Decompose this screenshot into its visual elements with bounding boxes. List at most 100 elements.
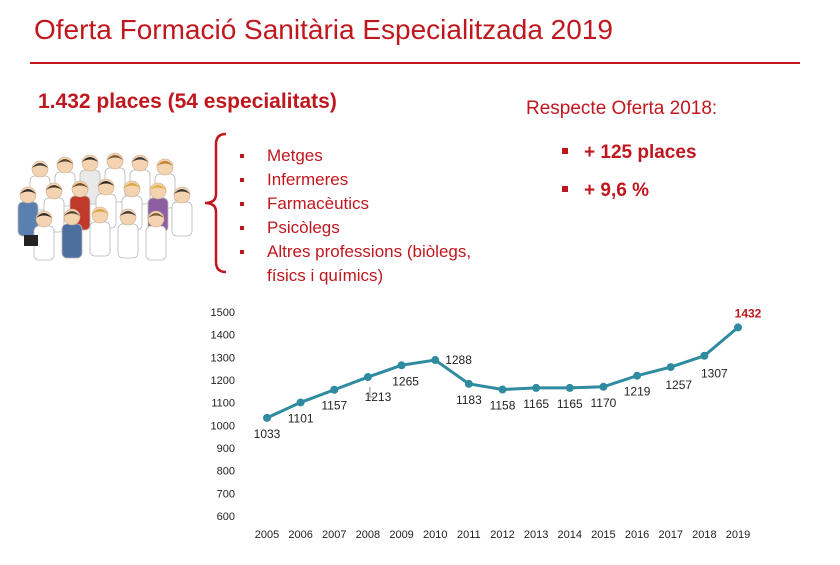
data-label: 1158 xyxy=(490,399,516,413)
profession-item: Metges xyxy=(236,144,471,168)
profession-item: Farmacèutics xyxy=(236,192,471,216)
data-point xyxy=(599,382,608,391)
x-tick-label: 2015 xyxy=(591,529,615,541)
data-label: 1257 xyxy=(665,378,692,392)
places-line-chart: 600 700 800 900 1000 1100 1200 1300 1400 1500 2005… xyxy=(211,306,762,541)
x-tick-label: 2019 xyxy=(726,529,750,541)
person-hair xyxy=(107,155,123,160)
y-tick-label: 700 xyxy=(217,488,235,500)
data-point xyxy=(363,373,372,382)
title-divider xyxy=(30,62,800,64)
data-label: 1183 xyxy=(456,393,482,407)
profession-item: Infermeres xyxy=(236,168,471,192)
comparison-title: Respecte Oferta 2018: xyxy=(526,98,718,119)
profession-item: Altres professions (biòlegs, xyxy=(236,240,471,264)
x-tick-label: 2013 xyxy=(524,529,548,541)
person-hair xyxy=(46,185,62,190)
data-label: 1219 xyxy=(624,385,651,399)
profession-item: Psicòlegs xyxy=(236,216,471,240)
percent-delta: + 9,6 % xyxy=(562,180,649,202)
data-point xyxy=(263,413,271,422)
places-headline: 1.432 places (54 especialitats) xyxy=(38,90,337,113)
profession-continuation-text: físics i químics) xyxy=(267,266,384,285)
y-tick-label: 1000 xyxy=(211,420,235,432)
person-body xyxy=(145,225,167,261)
percent-delta-text: + 9,6 % xyxy=(584,180,649,201)
y-tick-label: 1500 xyxy=(211,307,235,319)
data-label: 1033 xyxy=(254,427,281,441)
y-tick-label: 1300 xyxy=(211,352,235,364)
bullet-icon xyxy=(562,147,568,154)
person-hair xyxy=(57,159,73,164)
profession-item-continuation: físics i químics) xyxy=(236,264,471,288)
x-tick-label: 2016 xyxy=(625,529,649,541)
group-of-healthcare-workers-icon xyxy=(17,152,193,261)
brace-icon xyxy=(204,132,227,274)
x-tick-label: 2012 xyxy=(490,529,514,541)
data-label: 1101 xyxy=(288,411,314,425)
person-hair xyxy=(150,185,166,190)
person-body xyxy=(61,223,83,259)
y-tick-label: 1200 xyxy=(211,375,235,387)
person-body xyxy=(89,221,111,257)
person-hair xyxy=(120,211,136,216)
person-hair xyxy=(72,183,88,188)
data-point xyxy=(464,379,473,388)
data-point xyxy=(633,371,642,380)
person-hair xyxy=(36,213,52,218)
data-point xyxy=(498,385,507,394)
person-hair xyxy=(157,161,173,166)
places-delta: + 125 places xyxy=(562,142,697,164)
person-body xyxy=(171,201,193,237)
briefcase-icon xyxy=(24,235,38,246)
person-hair xyxy=(174,189,190,194)
data-point xyxy=(700,351,709,360)
person-hair xyxy=(82,157,98,162)
data-point xyxy=(296,398,305,407)
x-tick-label: 2018 xyxy=(692,529,716,541)
page-title: Oferta Formació Sanitària Especialitzada… xyxy=(34,14,613,45)
x-tick-label: 2006 xyxy=(288,529,312,541)
x-tick-label: 2011 xyxy=(457,529,481,541)
y-tick-label: 1100 xyxy=(211,398,235,410)
person-hair xyxy=(64,211,80,216)
data-label: 1288 xyxy=(445,353,472,367)
person-hair xyxy=(92,209,108,214)
x-tick-label: 2014 xyxy=(558,529,582,541)
data-point xyxy=(532,383,541,392)
data-point xyxy=(734,323,742,332)
data-point xyxy=(565,383,574,392)
person-hair xyxy=(98,181,114,186)
data-point xyxy=(397,361,406,370)
person-hair xyxy=(132,157,148,162)
data-label: 1165 xyxy=(523,397,549,411)
person-body xyxy=(117,223,139,259)
data-point xyxy=(330,385,339,394)
x-tick-label: 2017 xyxy=(658,529,682,541)
x-tick-label: 2009 xyxy=(389,529,413,541)
x-tick-label: 2008 xyxy=(356,529,380,541)
data-label: 1307 xyxy=(701,367,728,381)
data-point xyxy=(666,363,675,372)
data-label: 1265 xyxy=(392,374,419,388)
data-point xyxy=(431,356,440,365)
label-leader-line xyxy=(369,387,374,398)
person-hair xyxy=(20,189,36,194)
y-tick-label: 1400 xyxy=(211,330,235,342)
data-label: 1165 xyxy=(557,397,583,411)
data-label: 1157 xyxy=(321,399,347,413)
x-tick-label: 2010 xyxy=(423,529,447,541)
x-tick-label: 2007 xyxy=(322,529,346,541)
x-tick-label: 2005 xyxy=(255,529,279,541)
y-tick-label: 900 xyxy=(217,443,235,455)
person-hair xyxy=(32,163,48,168)
person-hair xyxy=(148,213,164,218)
y-tick-label: 600 xyxy=(217,511,235,523)
data-label: 1170 xyxy=(591,396,617,410)
person-hair xyxy=(124,183,140,188)
data-label: 1432 xyxy=(735,306,762,320)
professions-list: Metges Infermeres Farmacèutics Psicòlegs… xyxy=(236,144,471,288)
y-tick-label: 800 xyxy=(217,466,235,478)
places-delta-text: + 125 places xyxy=(584,142,697,163)
data-label: 1213 xyxy=(365,390,392,404)
